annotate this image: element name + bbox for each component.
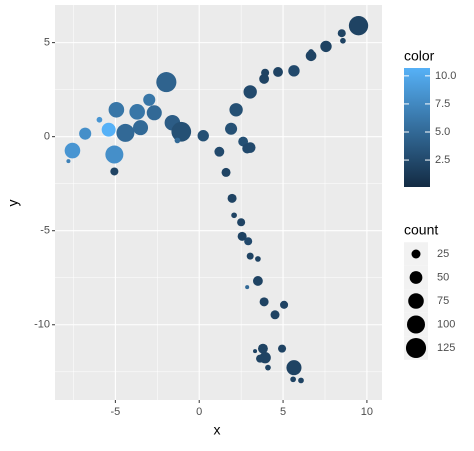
point (280, 300, 289, 309)
point (225, 122, 238, 135)
legend-label: 125 (437, 342, 455, 354)
point (64, 142, 81, 159)
point (259, 297, 269, 307)
legend-symbol (405, 337, 427, 359)
legend-label: 50 (437, 271, 449, 283)
point (340, 37, 346, 44)
point (273, 67, 283, 77)
point (256, 354, 265, 363)
legend-label: 10.0 (435, 70, 456, 82)
point (270, 310, 280, 320)
point (246, 252, 254, 260)
point (66, 159, 71, 164)
point (96, 116, 103, 123)
point (214, 146, 225, 157)
point (288, 65, 300, 77)
point (221, 167, 231, 177)
point (245, 285, 250, 290)
legend-label: 5.0 (435, 126, 450, 138)
point (243, 85, 257, 99)
point (244, 237, 253, 246)
x-tick-label: 10 (361, 406, 373, 418)
point (261, 68, 270, 77)
point (258, 343, 268, 354)
y-axis-label: y (5, 200, 21, 207)
x-tick-label: -5 (110, 406, 120, 418)
point (253, 349, 258, 354)
y-tick-label: 5 (44, 37, 50, 49)
point (108, 101, 125, 118)
point (278, 344, 287, 353)
point (116, 123, 135, 142)
panel (55, 5, 382, 400)
legend-label: 100 (437, 318, 455, 330)
point (237, 231, 247, 241)
legend-label: 7.5 (435, 98, 450, 110)
legend-symbol (409, 271, 423, 284)
legend-label: 75 (437, 295, 449, 307)
point (265, 364, 271, 371)
legend-label: 25 (437, 248, 449, 260)
point (174, 137, 181, 144)
point (337, 29, 346, 38)
point (348, 16, 369, 36)
point (229, 103, 243, 117)
y-tick-label: -5 (40, 225, 50, 237)
point (197, 130, 209, 142)
legend-title: count (404, 222, 438, 238)
point (237, 218, 246, 227)
legend-label: 2.5 (435, 154, 450, 166)
point (308, 49, 314, 55)
point (110, 167, 119, 176)
point (146, 105, 162, 121)
point (132, 120, 149, 136)
legend-title: color (404, 48, 435, 64)
colorbar (404, 68, 430, 187)
point (105, 145, 124, 164)
x-tick-label: 0 (196, 406, 202, 418)
legend-symbol (408, 293, 424, 309)
point (244, 142, 256, 153)
point (171, 121, 192, 142)
point (79, 127, 92, 140)
point (101, 122, 116, 137)
point (156, 72, 177, 93)
point (129, 104, 145, 120)
point (252, 276, 263, 286)
point (320, 40, 332, 53)
y-tick-label: -10 (34, 319, 50, 331)
point (298, 377, 304, 384)
point (143, 93, 156, 106)
x-tick-label: 5 (280, 406, 286, 418)
legend-symbol (411, 249, 421, 259)
point (227, 193, 237, 203)
point (290, 376, 296, 383)
x-axis-label: x (214, 422, 221, 438)
legend-symbol (407, 315, 425, 334)
y-tick-label: 0 (44, 131, 50, 143)
point (286, 360, 302, 376)
point (305, 50, 317, 62)
point (255, 256, 261, 262)
point (231, 212, 237, 219)
